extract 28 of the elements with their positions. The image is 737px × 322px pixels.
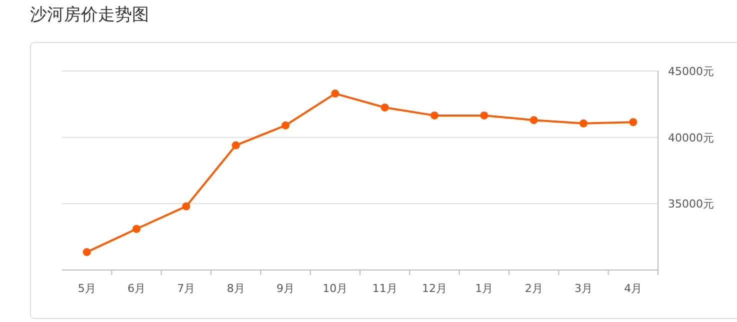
y-tick-label: 45000元 (668, 65, 714, 78)
y-tick-label: 40000元 (668, 131, 714, 144)
point (430, 111, 438, 120)
x-tick-label: 4月 (624, 282, 642, 295)
x-tick-label: 6月 (128, 282, 146, 295)
point (182, 202, 190, 210)
point (480, 111, 488, 120)
point (629, 118, 638, 126)
y-tick-label: 35000元 (668, 198, 714, 211)
x-tick-label: 5月 (78, 282, 96, 295)
x-tick-label: 2月 (524, 282, 543, 295)
point (82, 248, 91, 256)
point (331, 90, 340, 98)
point (232, 141, 240, 150)
point (380, 103, 389, 112)
x-tick-label: 11月 (372, 282, 398, 295)
point (530, 116, 538, 124)
x-tick-label: 1月 (475, 282, 494, 295)
x-tick-label: 7月 (177, 282, 196, 295)
x-tick-label: 3月 (574, 282, 592, 295)
point (132, 224, 140, 233)
x-tick-label: 8月 (226, 282, 245, 295)
x-tick-label: 10月 (322, 282, 348, 295)
x-tick-label: 12月 (422, 282, 447, 295)
point (282, 121, 290, 130)
x-tick-label: 9月 (276, 282, 294, 295)
chart-title: 沙河房价走势图 (30, 5, 149, 25)
point (580, 119, 588, 128)
